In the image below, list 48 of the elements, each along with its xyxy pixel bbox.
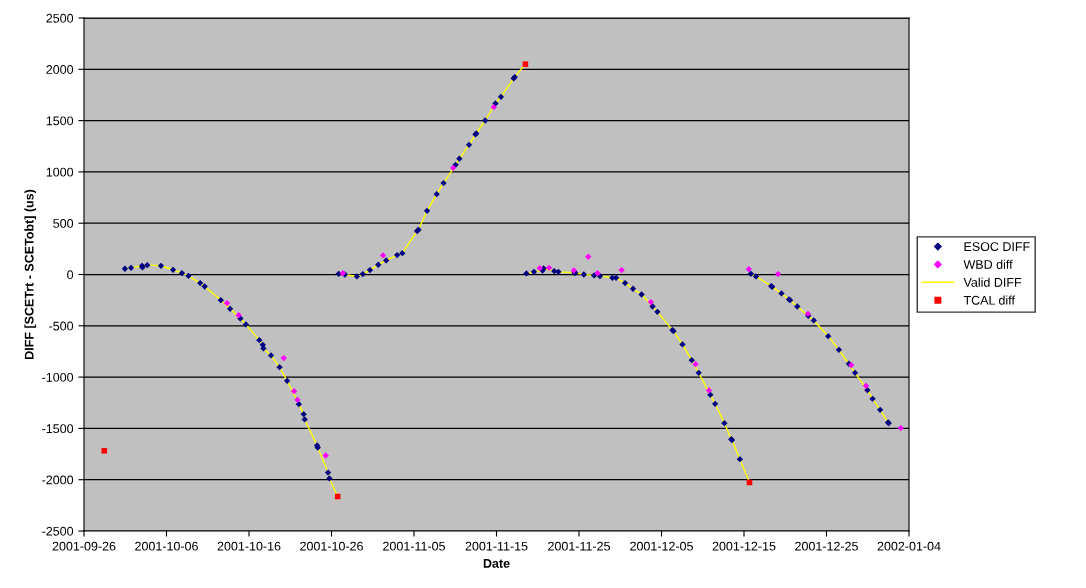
x-axis-title: Date (483, 559, 510, 568)
x-tick-label: 2001-12-25 (795, 541, 858, 551)
x-tick-label: 2001-10-26 (300, 541, 363, 551)
y-tick-label: -2500 (42, 526, 74, 536)
x-tick-label: 2001-10-16 (217, 541, 281, 551)
point (862, 382, 870, 389)
point (223, 299, 231, 307)
point (235, 311, 242, 319)
point (294, 396, 301, 403)
legend-label: Valid DIFF (963, 277, 1022, 287)
y-tick-label: -1000 (42, 372, 74, 382)
x-tick-label: 2001-11-05 (383, 541, 445, 551)
point (647, 298, 654, 306)
point (618, 266, 625, 274)
point (522, 61, 529, 67)
y-tick-label: 1000 (46, 167, 74, 177)
x-tick-label: 2001-12-05 (630, 541, 693, 551)
point (490, 104, 497, 111)
point (585, 253, 592, 260)
point (545, 264, 553, 271)
y-tick-label: -2000 (42, 475, 74, 485)
y-tick-label: 2000 (46, 65, 74, 74)
point (290, 388, 298, 395)
legend-label: TCAL diff (963, 295, 1015, 305)
point (745, 266, 752, 273)
point (322, 452, 329, 459)
point (774, 270, 782, 278)
y-tick-label: 1500 (46, 116, 74, 126)
x-tick-label: 2001-12-15 (712, 541, 776, 551)
point (705, 387, 713, 394)
x-tick-label: 2001-09-26 (52, 541, 116, 551)
legend-label: ESOC DIFF (964, 242, 1030, 251)
legend-label: WBD diff (963, 259, 1013, 269)
point (379, 252, 387, 259)
x-tick-label: 2002-01-04 (877, 541, 941, 551)
y-tick-label: 2500 (46, 13, 74, 23)
y-axis-title: DIFF [SCETrt - SCETobt] (us) (24, 189, 37, 359)
point (692, 361, 699, 368)
y-tick-label: -500 (49, 321, 74, 331)
point (101, 447, 108, 454)
x-tick-label: 2001-11-15 (465, 541, 528, 551)
y-tick-label: -1500 (42, 424, 74, 434)
x-tick-label: 2001-11-25 (548, 541, 610, 551)
y-tick-label: 0 (67, 270, 74, 280)
x-tick-label: 2001-10-06 (135, 541, 198, 551)
y-tick-label: 500 (53, 219, 74, 228)
point (280, 354, 287, 362)
point (897, 424, 904, 432)
